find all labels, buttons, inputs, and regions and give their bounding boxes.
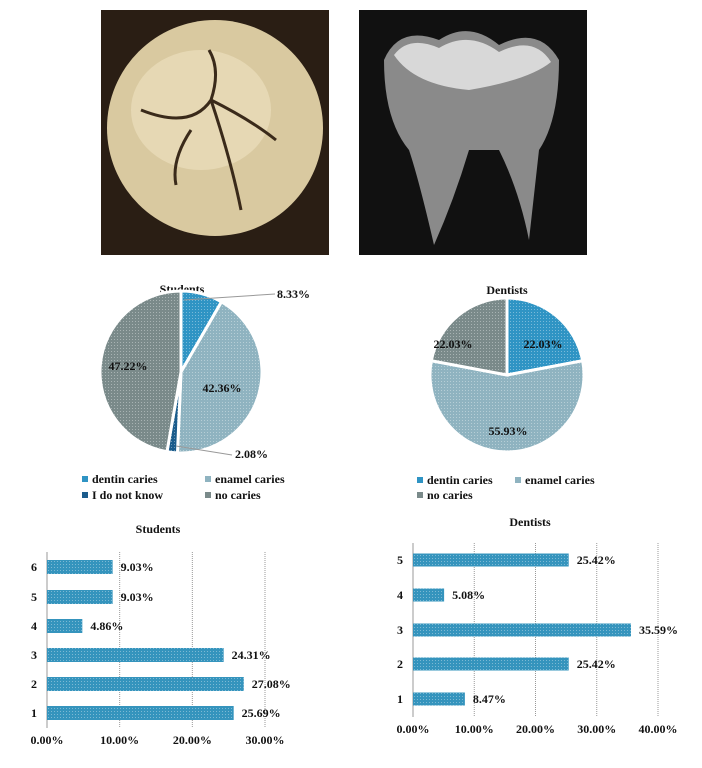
bar-texture [413, 553, 569, 567]
legend-swatch-i-do-not-know [82, 492, 88, 498]
students-bar-title: Students [136, 522, 181, 536]
y-tick-label: 6 [31, 560, 37, 574]
legend-swatch-no-caries [417, 492, 423, 498]
y-tick-label: 1 [397, 692, 403, 706]
bar-data-label: 9.03% [121, 560, 154, 574]
x-tick-label: 30.00% [577, 722, 616, 736]
y-tick-label: 3 [31, 648, 37, 662]
dentists-bar-title: Dentists [509, 515, 551, 529]
x-tick-label: 40.00% [639, 722, 678, 736]
x-tick-label: 20.00% [516, 722, 555, 736]
x-tick-label: 0.00% [31, 733, 64, 747]
bar-texture [47, 648, 224, 662]
y-tick-label: 4 [397, 588, 403, 602]
y-tick-label: 5 [31, 590, 37, 604]
x-tick-label: 30.00% [246, 733, 285, 747]
bar-data-label: 8.47% [473, 692, 506, 706]
bar-texture [47, 560, 113, 574]
y-tick-label: 1 [31, 706, 37, 720]
dentists-pie: 22.03% 55.93% 22.03% [428, 296, 586, 454]
bar-texture [47, 677, 244, 691]
x-tick-label: 10.00% [455, 722, 494, 736]
dentists-bar-chart: 0.00% 10.00% 20.00% 30.00% 40.00% 8.47% 1 25.42… [397, 543, 678, 736]
x-tick-label: 10.00% [100, 733, 139, 747]
pie-data-label: 22.03% [434, 337, 473, 351]
bar-texture [413, 692, 465, 706]
legend-swatch-enamel-caries [515, 477, 521, 483]
legend-label-no-caries: no caries [427, 488, 473, 502]
dentists-pie-title: Dentists [486, 283, 528, 297]
bar-data-label: 35.59% [639, 623, 678, 637]
bar-data-label: 25.42% [577, 657, 616, 671]
bar-data-label: 5.08% [452, 588, 485, 602]
x-tick-label: 20.00% [173, 733, 212, 747]
pie-data-label: 8.33% [277, 287, 310, 301]
bar-data-label: 9.03% [121, 590, 154, 604]
legend-swatch-no-caries [205, 492, 211, 498]
legend-label-enamel-caries: enamel caries [525, 473, 595, 487]
bar-data-label: 25.42% [577, 553, 616, 567]
pie-data-label: 55.93% [489, 424, 528, 438]
bar-texture [413, 623, 631, 637]
legend-swatch-dentin-caries [417, 477, 423, 483]
bar-texture [47, 706, 234, 720]
tooth-radiograph [359, 10, 587, 255]
legend-swatch-dentin-caries [82, 476, 88, 482]
bar-texture [47, 590, 113, 604]
dentists-pie-legend: dentin caries enamel caries no caries [417, 473, 595, 502]
pie-slice-texture [99, 291, 181, 452]
students-pie-legend: dentin caries enamel caries I do not know n… [82, 472, 285, 502]
pie-slice-texture [431, 298, 507, 375]
pie-data-label: 22.03% [524, 337, 563, 351]
y-tick-label: 2 [397, 657, 403, 671]
students-pie: 8.33% 42.36% 2.08% 47.22% [98, 287, 310, 461]
legend-label-dentin-caries: dentin caries [92, 472, 158, 486]
leader-line [183, 293, 276, 301]
leader-line [175, 445, 233, 456]
bar-texture [47, 619, 83, 633]
legend-label-dentin-caries: dentin caries [427, 473, 493, 487]
legend-label-i-do-not-know: I do not know [92, 488, 163, 502]
pie-slice-texture [507, 298, 583, 375]
bar-texture [413, 657, 569, 671]
tooth-occlusal-photo [101, 10, 329, 255]
legend-swatch-enamel-caries [205, 476, 211, 482]
legend-label-enamel-caries: enamel caries [215, 472, 285, 486]
y-tick-label: 2 [31, 677, 37, 691]
students-bar-chart: 0.00% 10.00% 20.00% 30.00% 25.69% 1 27.08% 2 24.… [31, 552, 291, 747]
pie-slice-texture [177, 301, 262, 453]
bar-texture [413, 588, 445, 602]
x-tick-label: 0.00% [397, 722, 430, 736]
bar-data-label: 4.86% [90, 619, 123, 633]
pie-data-label: 47.22% [109, 359, 148, 373]
pie-data-label: 42.36% [203, 381, 242, 395]
legend-label-no-caries: no caries [215, 488, 261, 502]
bar-data-label: 27.08% [252, 677, 291, 691]
y-tick-label: 5 [397, 553, 403, 567]
y-tick-label: 4 [31, 619, 37, 633]
pie-slice-texture [430, 360, 584, 452]
y-tick-label: 3 [397, 623, 403, 637]
bar-data-label: 24.31% [232, 648, 271, 662]
pie-data-label: 2.08% [235, 447, 268, 461]
bar-data-label: 25.69% [242, 706, 281, 720]
